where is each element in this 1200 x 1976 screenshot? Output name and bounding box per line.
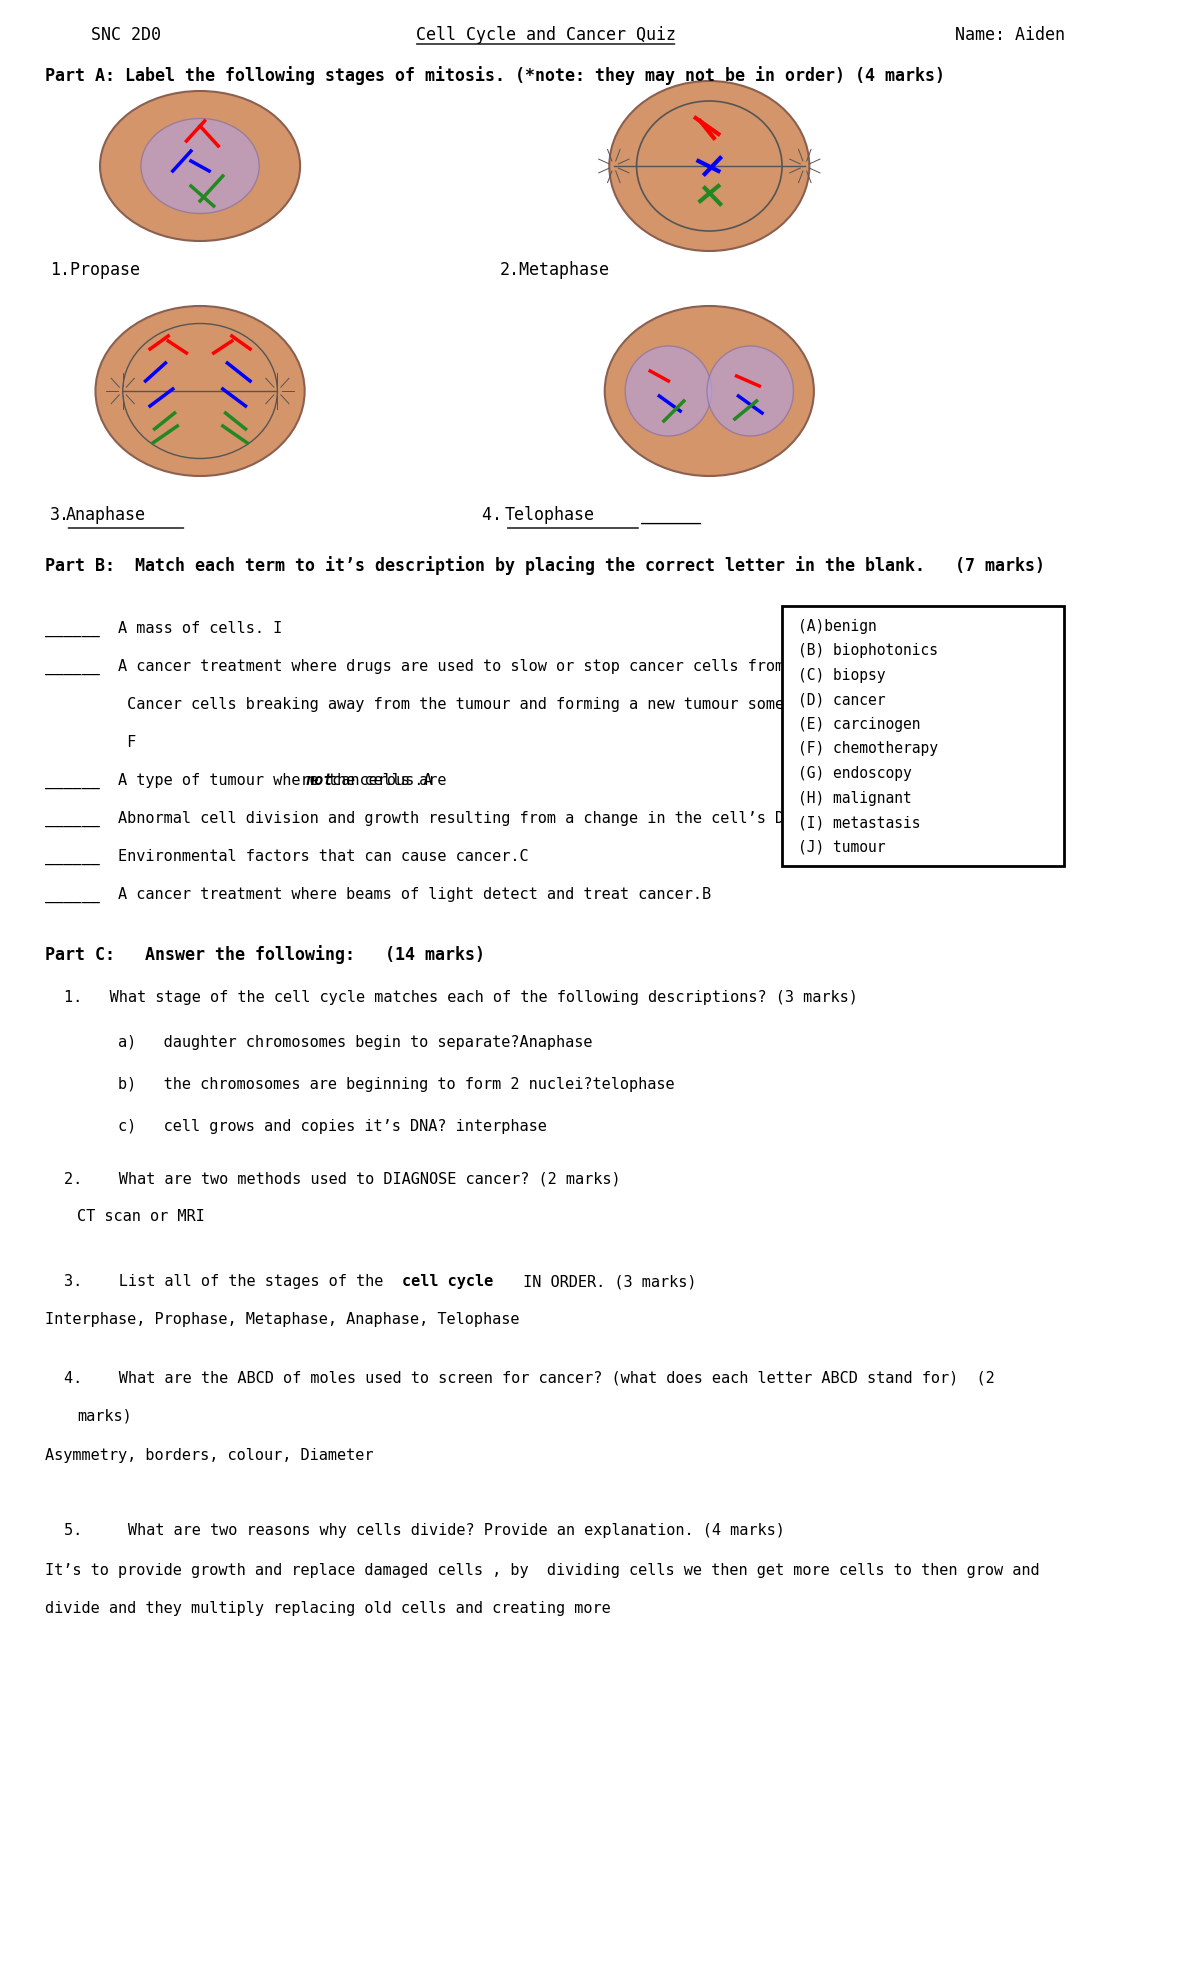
- Text: Name: Aiden: Name: Aiden: [955, 26, 1064, 43]
- Text: (E) carcinogen: (E) carcinogen: [798, 717, 920, 731]
- Text: IN ORDER. (3 marks): IN ORDER. (3 marks): [514, 1275, 696, 1288]
- Text: divide and they multiply replacing old cells and creating more: divide and they multiply replacing old c…: [46, 1601, 611, 1616]
- Text: (C) biopsy: (C) biopsy: [798, 668, 886, 684]
- Ellipse shape: [100, 91, 300, 241]
- Text: Anaphase: Anaphase: [66, 506, 145, 524]
- Text: not: not: [305, 773, 332, 788]
- Text: (J) tumour: (J) tumour: [798, 840, 886, 854]
- Text: Cancer cells breaking away from the tumour and forming a new tumour somewhere el: Cancer cells breaking away from the tumo…: [46, 698, 884, 711]
- FancyBboxPatch shape: [782, 607, 1064, 865]
- Text: F: F: [46, 735, 137, 751]
- Text: CT scan or MRI: CT scan or MRI: [77, 1209, 205, 1223]
- Text: Interphase, Prophase, Metaphase, Anaphase, Telophase: Interphase, Prophase, Metaphase, Anaphas…: [46, 1312, 520, 1328]
- Text: Cell Cycle and Cancer Quiz: Cell Cycle and Cancer Quiz: [415, 26, 676, 43]
- Text: 1.Propase: 1.Propase: [50, 261, 140, 279]
- Ellipse shape: [625, 346, 712, 437]
- Text: ______  Abnormal cell division and growth resulting from a change in the cell’s : ______ Abnormal cell division and growth…: [46, 810, 839, 828]
- Text: (D) cancer: (D) cancer: [798, 692, 886, 707]
- Text: Part A: Label the following stages of mitosis. (*note: they may not be in order): Part A: Label the following stages of mi…: [46, 65, 946, 85]
- Text: Asymmetry, borders, colour, Diameter: Asymmetry, borders, colour, Diameter: [46, 1448, 374, 1462]
- Text: marks): marks): [77, 1409, 132, 1423]
- Text: 2.    What are two methods used to DIAGNOSE cancer? (2 marks): 2. What are two methods used to DIAGNOSE…: [64, 1172, 620, 1186]
- Ellipse shape: [140, 119, 259, 213]
- Text: 1.   What stage of the cell cycle matches each of the following descriptions? (3: 1. What stage of the cell cycle matches …: [64, 990, 858, 1006]
- Text: cancerous.A: cancerous.A: [323, 773, 432, 788]
- Text: (A)benign: (A)benign: [798, 618, 876, 634]
- Text: a)   daughter chromosomes begin to separate?Anaphase: a) daughter chromosomes begin to separat…: [119, 1035, 593, 1049]
- Text: 3.: 3.: [50, 506, 70, 524]
- Text: (F) chemotherapy: (F) chemotherapy: [798, 741, 937, 757]
- Text: 5.     What are two reasons why cells divide? Provide an explanation. (4 marks): 5. What are two reasons why cells divide…: [64, 1523, 785, 1537]
- Text: cell cycle: cell cycle: [402, 1275, 493, 1288]
- Text: (H) malignant: (H) malignant: [798, 790, 911, 806]
- Text: (G) endoscopy: (G) endoscopy: [798, 767, 911, 781]
- Text: 3.    List all of the stages of the: 3. List all of the stages of the: [64, 1275, 392, 1288]
- Ellipse shape: [707, 346, 793, 437]
- Text: SNC 2D0: SNC 2D0: [91, 26, 161, 43]
- Text: ______  A cancer treatment where beams of light detect and treat cancer.B: ______ A cancer treatment where beams of…: [46, 887, 712, 903]
- Text: Part B:  Match each term to it’s description by placing the correct letter in th: Part B: Match each term to it’s descript…: [46, 555, 1045, 575]
- Ellipse shape: [610, 81, 809, 251]
- Text: (B) biophotonics: (B) biophotonics: [798, 644, 937, 658]
- Text: ______  A mass of cells. I: ______ A mass of cells. I: [46, 620, 283, 636]
- Text: 4.: 4.: [482, 506, 512, 524]
- Text: c)   cell grows and copies it’s DNA? interphase: c) cell grows and copies it’s DNA? inter…: [119, 1118, 547, 1134]
- Text: 2.Metaphase: 2.Metaphase: [500, 261, 610, 279]
- Text: Telophase: Telophase: [505, 506, 595, 524]
- Text: b)   the chromosomes are beginning to form 2 nuclei?telophase: b) the chromosomes are beginning to form…: [119, 1077, 674, 1093]
- Text: ______  Environmental factors that can cause cancer.C: ______ Environmental factors that can ca…: [46, 850, 529, 865]
- Ellipse shape: [605, 306, 814, 476]
- Text: ______  A cancer treatment where drugs are used to slow or stop cancer cells fro: ______ A cancer treatment where drugs ar…: [46, 660, 866, 676]
- Text: It’s to provide growth and replace damaged cells , by  dividing cells we then ge: It’s to provide growth and replace damag…: [46, 1563, 1040, 1579]
- Text: ______: ______: [641, 506, 701, 524]
- Text: Part C:   Answer the following:   (14 marks): Part C: Answer the following: (14 marks): [46, 945, 486, 964]
- Text: ______  A type of tumour where the cells are: ______ A type of tumour where the cells …: [46, 773, 456, 788]
- Text: 4.    What are the ABCD of moles used to screen for cancer? (what does each lett: 4. What are the ABCD of moles used to sc…: [64, 1369, 995, 1385]
- Text: (I) metastasis: (I) metastasis: [798, 814, 920, 830]
- Ellipse shape: [96, 306, 305, 476]
